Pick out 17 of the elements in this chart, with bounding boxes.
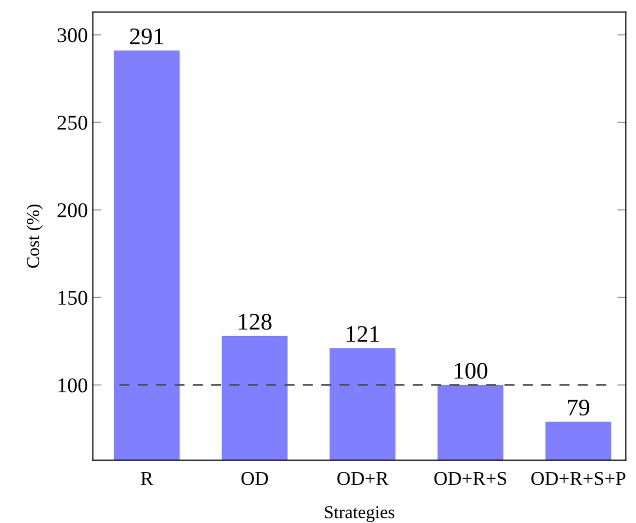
- y-tick-label: 200: [58, 203, 88, 218]
- x-axis-title: Strategies: [324, 506, 394, 522]
- x-tick-label: OD+R+S+P: [531, 472, 626, 486]
- y-tick-label: 250: [58, 116, 88, 130]
- y-tick-label: 300: [58, 28, 88, 42]
- data-label: 79: [568, 400, 590, 416]
- y-axis-title: Cost (%): [26, 204, 43, 268]
- data-label: 100: [454, 362, 488, 379]
- x-tick-label: OD: [241, 472, 268, 486]
- data-label: 121: [346, 326, 379, 342]
- data-label: 128: [239, 314, 272, 330]
- y-tick-label: 150: [58, 290, 88, 305]
- data-label: 291: [130, 28, 164, 44]
- y-tick-label: 100: [58, 378, 88, 392]
- x-tick-label: OD+R+S: [434, 472, 506, 486]
- x-tick-label: R: [140, 472, 154, 485]
- x-tick-label: OD+R: [337, 472, 389, 486]
